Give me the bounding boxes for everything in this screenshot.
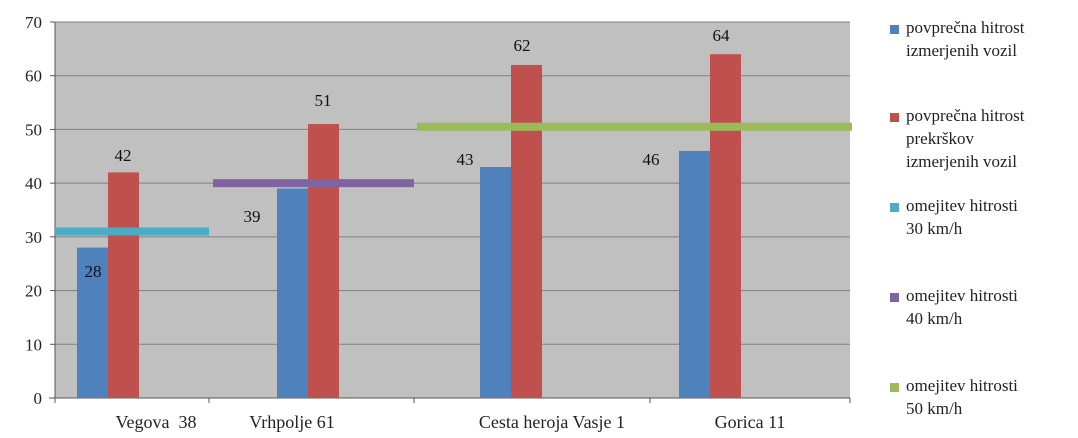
limit-line [55, 227, 209, 236]
legend-label: omejitev hitrosti 30 km/h [906, 194, 1078, 240]
legend-label-line: povprečna hitrost [906, 18, 1025, 37]
legend-swatch [890, 113, 899, 122]
bar [511, 64, 542, 398]
legend-label: povprečna hitrost prekrškov izmerjenih v… [906, 104, 1078, 173]
legend: povprečna hitrost izmerjenih vozil povpr… [890, 0, 1078, 438]
x-axis-categories: Vegova 38 Vrhpolje 61 Cesta heroja Vasje 1… [54, 398, 851, 432]
bar [308, 124, 339, 399]
limit-lines [55, 122, 852, 236]
gridlines [49, 21, 850, 403]
data-label: 28 [85, 262, 102, 281]
data-label: 43 [457, 150, 474, 169]
legend-label-line: omejitev hitrosti [906, 376, 1018, 395]
legend-label-line: 40 km/h [906, 309, 963, 328]
data-label: 46 [643, 150, 660, 169]
bar [277, 188, 308, 398]
y-axis-ticks: 0 10 20 30 40 50 60 70 [25, 13, 42, 408]
legend-label-line: 30 km/h [906, 219, 963, 238]
y-tick-label: 60 [25, 67, 42, 86]
legend-label-line: prekrškov [906, 129, 974, 148]
y-tick-label: 50 [25, 120, 42, 139]
legend-label: omejitev hitrosti 40 km/h [906, 284, 1078, 330]
limit-line [213, 179, 414, 188]
data-label: 62 [514, 36, 531, 55]
bar [679, 150, 710, 398]
legend-swatch [890, 25, 899, 34]
legend-label: omejitev hitrosti 50 km/h [906, 374, 1078, 420]
y-tick-label: 30 [25, 228, 42, 247]
y-tick-label: 20 [25, 282, 42, 301]
x-category-label: Vrhpolje 61 [249, 412, 334, 432]
bar [108, 172, 139, 398]
data-labels: 28 42 39 51 43 62 46 64 [85, 26, 731, 281]
legend-label-line: 50 km/h [906, 399, 963, 418]
legend-label-line: povprečna hitrost [906, 106, 1025, 125]
legend-swatch [890, 383, 899, 392]
legend-label-line: omejitev hitrosti [906, 196, 1018, 215]
y-tick-label: 0 [34, 389, 43, 408]
x-category-label: Gorica 11 [715, 412, 786, 432]
legend-label-line: izmerjenih vozil [906, 152, 1017, 171]
data-label: 51 [315, 91, 332, 110]
legend-swatch [890, 293, 899, 302]
data-label: 42 [115, 146, 132, 165]
limit-line [417, 122, 852, 131]
data-label: 39 [244, 207, 261, 226]
data-label: 64 [713, 26, 731, 45]
legend-label: povprečna hitrost izmerjenih vozil [906, 16, 1078, 62]
y-tick-label: 70 [25, 13, 42, 32]
y-tick-label: 40 [25, 174, 42, 193]
legend-swatch [890, 203, 899, 212]
bars [77, 54, 741, 399]
legend-label-line: omejitev hitrosti [906, 286, 1018, 305]
bar [77, 247, 108, 398]
legend-label-line: izmerjenih vozil [906, 41, 1017, 60]
x-category-label: Cesta heroja Vasje 1 [479, 412, 625, 432]
y-tick-label: 10 [25, 335, 42, 354]
x-category-label: Vegova 38 [116, 412, 197, 432]
bar [480, 167, 511, 398]
bar [710, 54, 741, 398]
